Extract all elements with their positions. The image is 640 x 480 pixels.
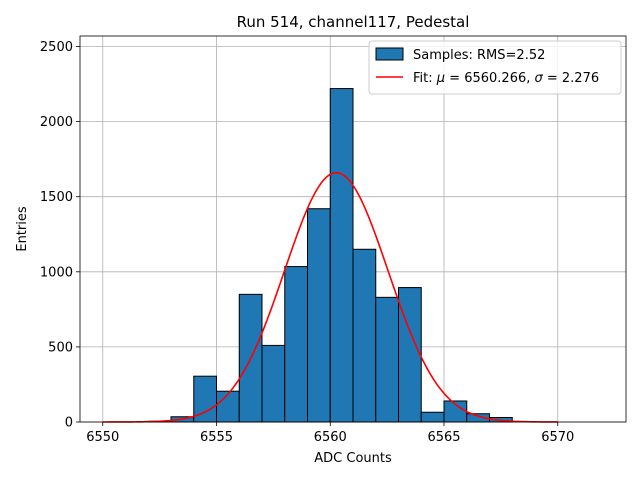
x-axis-label: ADC Counts bbox=[314, 451, 392, 466]
y-axis-label: Entries bbox=[15, 206, 30, 252]
x-tick-label: 6565 bbox=[427, 430, 460, 445]
x-tick-label: 6550 bbox=[86, 430, 119, 445]
histogram-bar bbox=[261, 344, 286, 423]
y-tick-label: 2000 bbox=[40, 115, 73, 130]
plot-frame bbox=[79, 35, 627, 423]
fit-curve-group bbox=[102, 171, 558, 423]
legend-samples-label: Samples: RMS=2.52 bbox=[413, 48, 545, 63]
histogram-bar bbox=[398, 287, 422, 423]
x-axis-ticks: 6550 6555 6560 6565 6570 bbox=[86, 422, 574, 445]
x-tick-label: 6560 bbox=[314, 430, 347, 445]
histogram-bar bbox=[329, 88, 354, 423]
gaussian-fit-line bbox=[102, 171, 558, 423]
histogram-bar bbox=[420, 411, 445, 423]
legend: Samples: RMS=2.52 Fit: μ = 6560.266, σ =… bbox=[368, 40, 622, 95]
histogram-bar bbox=[375, 296, 399, 423]
histogram-bar bbox=[284, 266, 308, 423]
x-tick-label: 6570 bbox=[541, 430, 574, 445]
legend-fit-label: Fit: μ = 6560.266, σ = 2.276 bbox=[413, 71, 599, 86]
histogram-bar bbox=[216, 390, 240, 423]
y-axis-ticks: 0 500 1000 1500 2000 2500 bbox=[40, 40, 80, 431]
y-tick-label: 1500 bbox=[40, 190, 73, 205]
legend-samples-swatch bbox=[375, 47, 404, 61]
legend-box bbox=[368, 40, 622, 95]
histogram-bar bbox=[307, 208, 331, 423]
y-tick-label: 1000 bbox=[40, 265, 73, 280]
histogram-bar bbox=[352, 248, 377, 423]
x-tick-label: 6555 bbox=[200, 430, 233, 445]
y-tick-label: 0 bbox=[65, 416, 73, 431]
y-tick-label: 500 bbox=[48, 340, 73, 355]
chart-title: Run 514, channel117, Pedestal bbox=[237, 13, 470, 31]
y-tick-label: 2500 bbox=[40, 40, 73, 55]
